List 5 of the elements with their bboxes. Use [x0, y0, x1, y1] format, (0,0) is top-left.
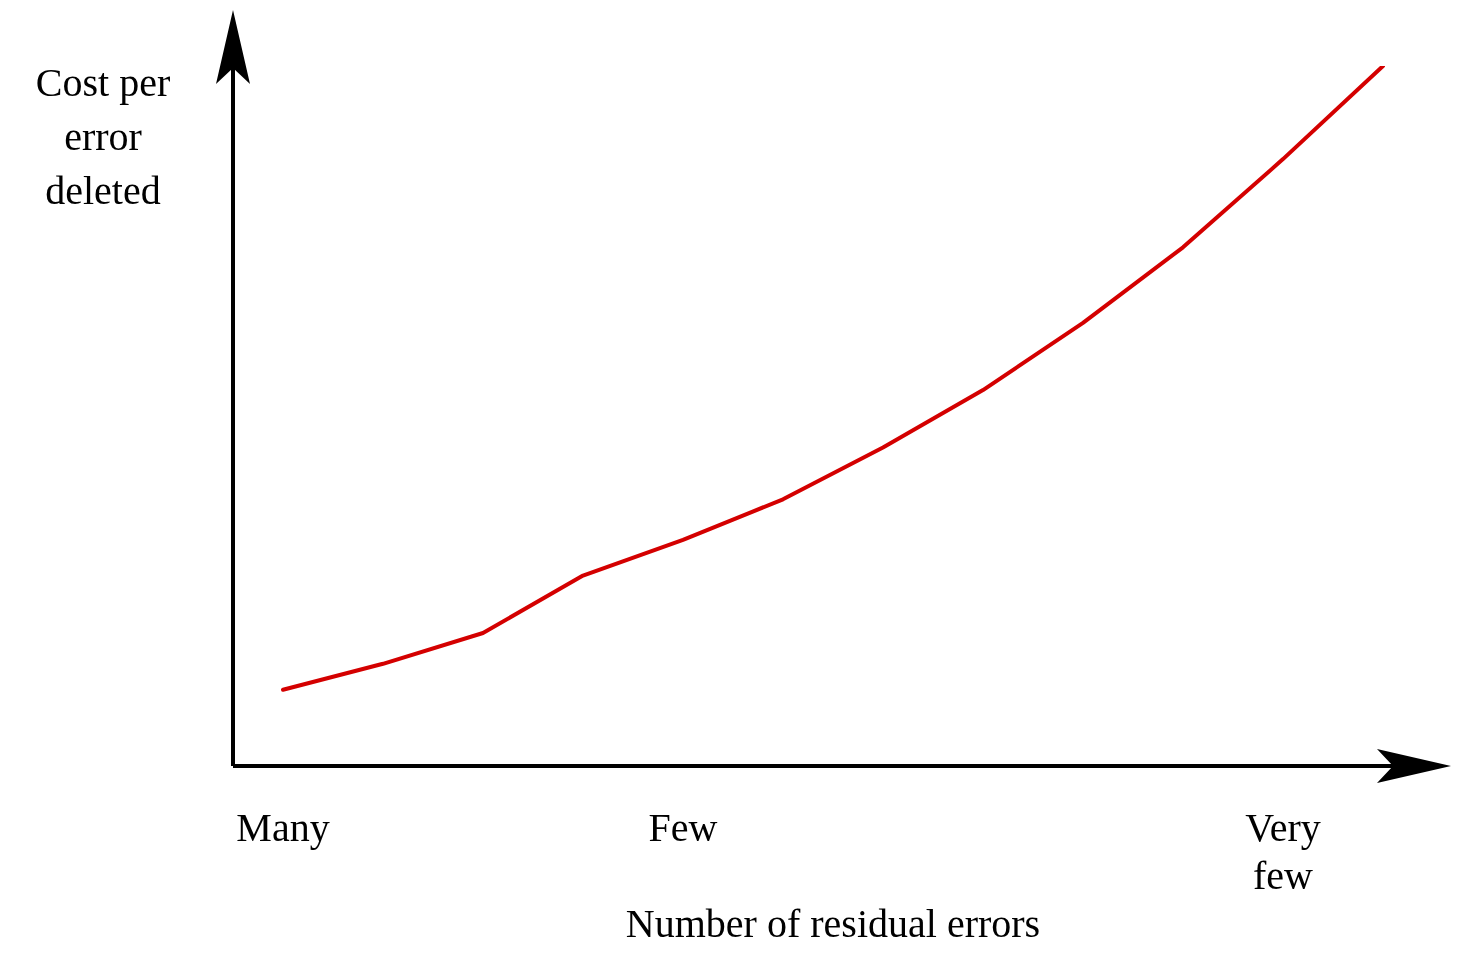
x-tick-label: Very few — [1245, 804, 1321, 898]
y-axis-title: Cost per error deleted — [35, 60, 171, 213]
x-tick-label: Many — [236, 804, 330, 850]
x-axis-title: Number of residual errors — [625, 900, 1041, 946]
x-tick-label: Few — [648, 804, 718, 850]
